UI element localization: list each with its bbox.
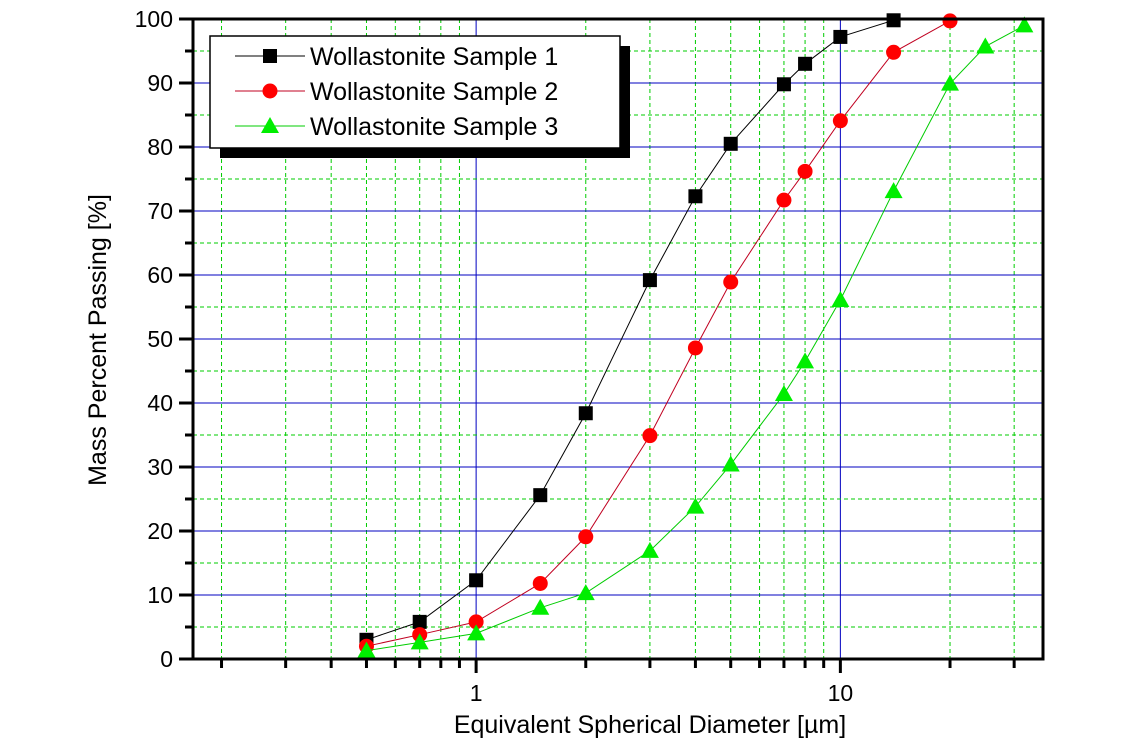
y-tick-label: 100	[135, 6, 173, 32]
data-point	[776, 77, 791, 92]
data-point	[723, 136, 738, 151]
y-tick-label: 40	[147, 390, 173, 416]
legend-label: Wollastonite Sample 1	[310, 43, 558, 71]
data-point	[832, 113, 848, 129]
legend-box	[209, 35, 621, 149]
legend-marker	[261, 117, 279, 133]
y-tick-label: 10	[147, 582, 173, 608]
x-tick-label: 10	[828, 680, 854, 706]
legend-marker	[263, 49, 277, 63]
grid	[193, 19, 1043, 659]
data-point	[976, 37, 995, 54]
data-point	[721, 455, 740, 472]
data-point	[942, 13, 958, 29]
legend-label: Wollastonite Sample 2	[310, 78, 558, 106]
y-tick-label: 70	[147, 198, 173, 224]
y-tick-label: 50	[147, 326, 173, 352]
data-point	[642, 428, 658, 444]
series-layer	[357, 13, 1034, 658]
y-tick-label: 90	[147, 70, 173, 96]
data-point	[640, 541, 659, 558]
y-tick-label: 80	[147, 134, 173, 160]
y-tick-label: 30	[147, 454, 173, 480]
data-point	[1015, 16, 1034, 33]
data-point	[357, 641, 376, 658]
data-point	[576, 584, 595, 601]
series-2	[358, 13, 958, 654]
data-point	[723, 274, 739, 290]
legend: Wollastonite Sample 1 Wollastonite Sample…	[209, 35, 630, 158]
data-point	[884, 182, 903, 199]
series-1	[359, 13, 901, 647]
data-point	[410, 633, 429, 650]
x-tick-label: 1	[470, 680, 483, 706]
data-point	[796, 352, 815, 369]
data-point	[688, 189, 703, 204]
data-point	[941, 74, 960, 91]
y-tick-label: 60	[147, 262, 173, 288]
data-point	[533, 488, 548, 503]
legend-marker	[262, 83, 278, 99]
y-tick-label: 0	[160, 646, 173, 672]
data-point	[468, 614, 484, 630]
data-point	[686, 497, 705, 514]
data-point	[831, 290, 850, 307]
data-point	[886, 44, 902, 60]
data-point	[776, 192, 792, 208]
data-point	[578, 529, 594, 545]
data-point	[774, 385, 793, 402]
series-3	[357, 16, 1034, 658]
data-point	[798, 56, 813, 71]
data-point	[531, 598, 550, 615]
data-point	[469, 573, 484, 588]
data-point	[833, 29, 848, 44]
data-point	[578, 406, 593, 421]
data-point	[532, 575, 548, 591]
y-axis-label: Mass Percent Passing [%]	[84, 194, 112, 486]
data-point	[687, 340, 703, 356]
x-axis-label: Equivalent Spherical Diameter [µm]	[454, 711, 846, 739]
data-point	[467, 624, 486, 641]
y-tick-label: 20	[147, 518, 173, 544]
data-point	[642, 273, 657, 288]
data-point	[797, 163, 813, 179]
data-point	[412, 614, 427, 629]
legend-label: Wollastonite Sample 3	[310, 113, 558, 141]
